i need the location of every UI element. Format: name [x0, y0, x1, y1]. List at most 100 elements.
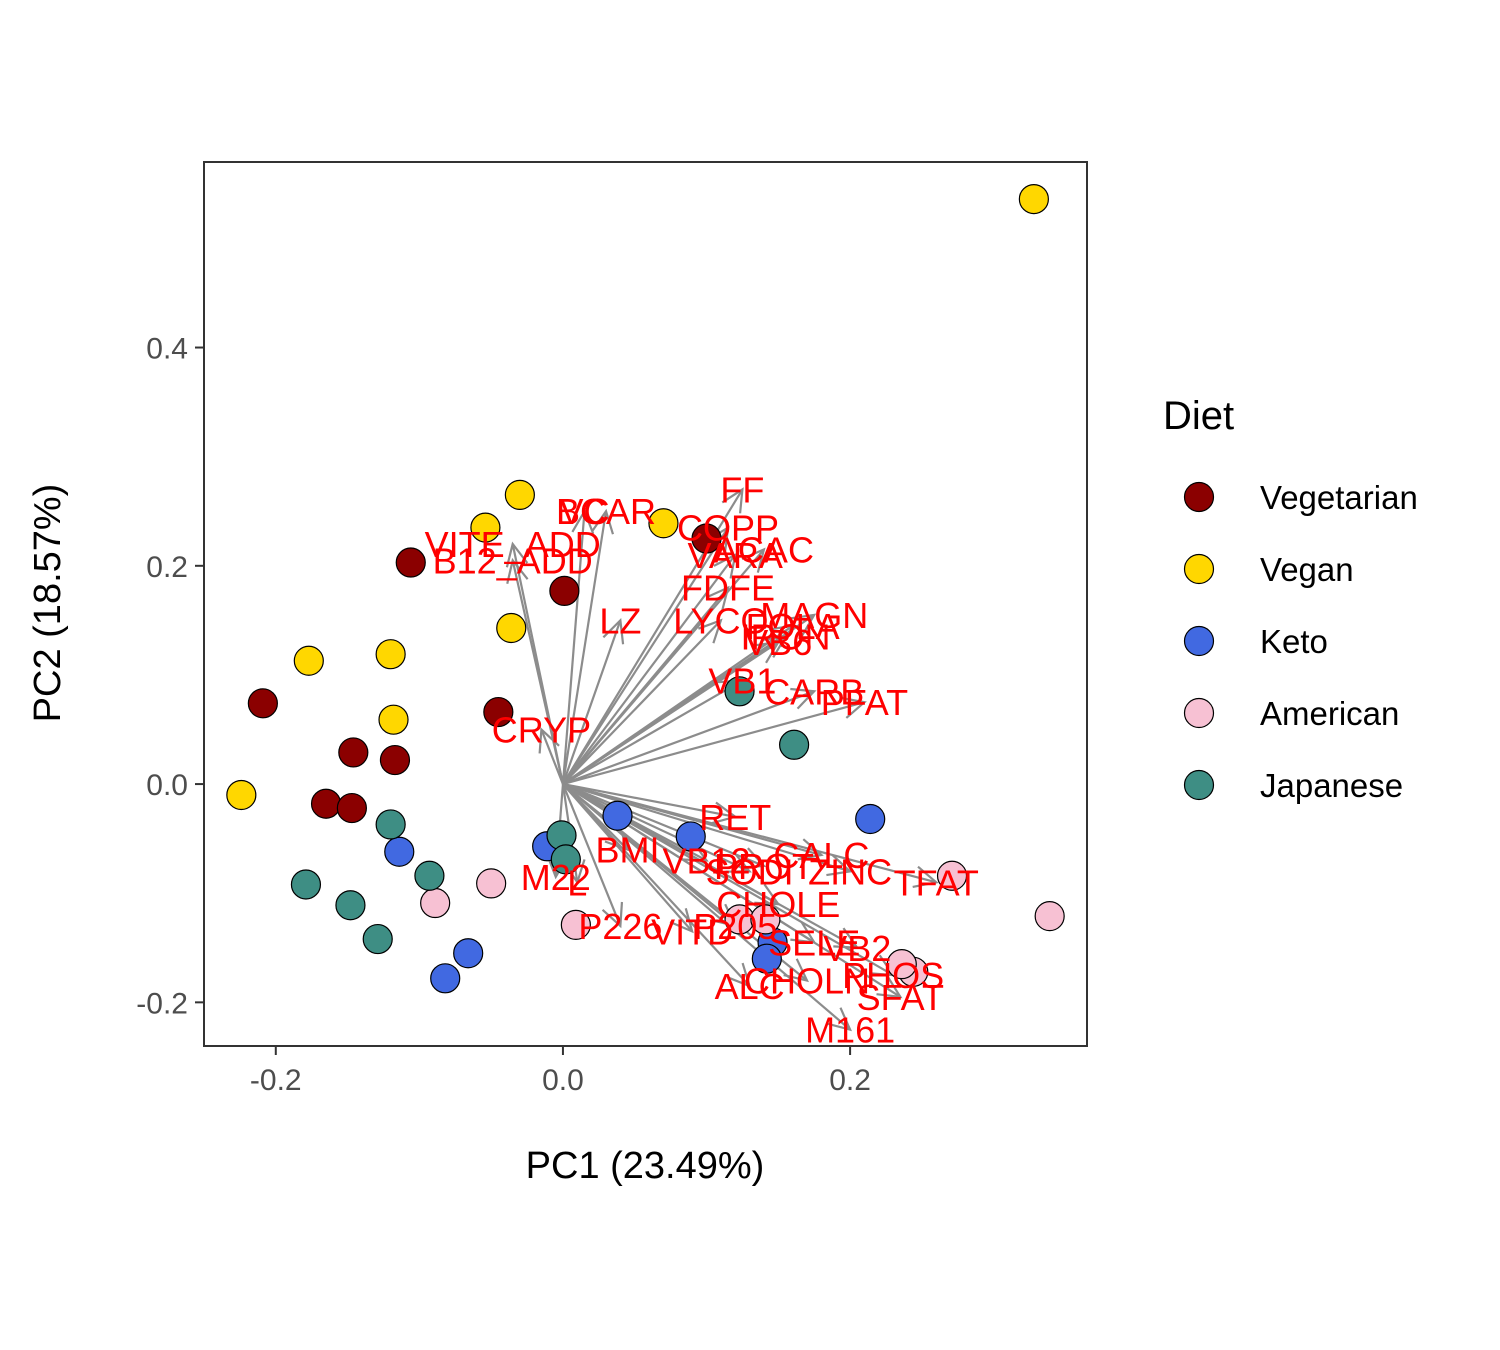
data-point-vegetarian	[338, 737, 369, 768]
loading-label: BCAR	[556, 491, 656, 532]
data-point-keto	[855, 803, 886, 835]
legend-label-vegetarian: Vegetarian	[1260, 479, 1418, 516]
plot-panel-border	[203, 161, 1088, 1047]
loading-arrow	[562, 640, 781, 785]
data-point-vegan	[496, 612, 527, 644]
data-point-vegan	[470, 512, 501, 543]
loading-label: RET	[699, 797, 771, 838]
loading-label: PFAT	[821, 682, 908, 723]
loading-label: BMI	[596, 830, 660, 871]
loading-arrow	[562, 782, 738, 825]
loading-label: CHOLE	[716, 884, 840, 925]
data-point-keto	[430, 963, 461, 994]
data-point-vegetarian	[483, 696, 514, 728]
data-point-vegetarian	[549, 575, 580, 607]
loading-label: ZINC	[808, 851, 892, 892]
loading-arrow	[538, 727, 564, 785]
x-axis-title: PC1 (23.49%)	[526, 1145, 765, 1187]
loading-label: L	[567, 862, 587, 903]
loading-label: VB12	[662, 840, 750, 881]
data-point-keto	[751, 943, 782, 974]
loading-label: FF	[720, 469, 764, 510]
data-point-vegan	[378, 704, 409, 735]
loading-arrow	[562, 783, 853, 877]
data-point-american	[420, 887, 451, 919]
loading-label: PHOS	[842, 955, 944, 996]
loading-label: PROT	[714, 846, 814, 887]
x-tick-label: 0.2	[829, 1064, 871, 1097]
loading-label: SODI	[706, 851, 794, 892]
legend-label-keto: Keto	[1260, 623, 1328, 660]
loading-arrow	[561, 508, 615, 785]
loading-label: VB1	[708, 660, 776, 701]
data-point-japanese	[290, 869, 322, 900]
loading-label: LZ	[599, 600, 641, 641]
data-point-keto	[675, 821, 706, 852]
loading-label: FDFE	[681, 568, 775, 609]
loading-label: P226	[578, 906, 662, 947]
loading-label: M22	[521, 857, 591, 898]
loading-label: TFAT	[894, 862, 979, 903]
loading-label: ACAC	[714, 529, 814, 570]
loading-arrow	[561, 617, 625, 785]
loading-label: M161	[805, 1010, 895, 1051]
y-tick-label: -0.2	[136, 987, 188, 1020]
data-point-vegetarian	[336, 792, 367, 824]
loading-label: CARB	[764, 671, 864, 712]
legend: Diet Vegetarian Vegan Keto American Japanese	[1163, 394, 1418, 804]
loading-label: B12_ADD	[433, 540, 593, 581]
loading-arrow	[562, 552, 737, 785]
data-point-japanese	[550, 844, 581, 875]
y-tick-label: 0.2	[146, 551, 188, 584]
loading-label: CALC	[773, 835, 869, 876]
legend-key-japanese	[1183, 769, 1215, 801]
legend-label-vegan: Vegan	[1260, 551, 1354, 588]
loading-arrow	[562, 618, 723, 785]
loading-label: CHOLN	[744, 961, 870, 1002]
legend-key-keto	[1183, 625, 1215, 657]
data-points	[226, 184, 1065, 994]
loading-arrow	[561, 783, 624, 929]
legend-label-japanese: Japanese	[1260, 767, 1403, 804]
data-point-vegan	[648, 508, 679, 539]
legend-key-american	[1183, 697, 1215, 729]
data-point-japanese	[414, 860, 445, 891]
data-point-japanese	[724, 676, 755, 707]
loading-label: VITD	[651, 911, 733, 952]
data-point-japanese	[375, 809, 406, 840]
loading-arrow	[561, 508, 595, 785]
data-point-vegan	[293, 645, 324, 676]
loading-label: VITE_ADD	[425, 524, 601, 565]
loading-label: VC	[559, 491, 609, 532]
loading-label: FOLA	[746, 606, 840, 647]
loading-label: LYCO	[673, 600, 768, 641]
data-point-american	[750, 904, 781, 935]
data-point-japanese	[335, 890, 366, 921]
loading-arrow	[562, 783, 752, 988]
loading-label: VB6	[744, 622, 812, 663]
legend-key-vegetarian	[1183, 481, 1215, 513]
data-point-vegetarian	[691, 523, 722, 554]
data-point-keto	[602, 800, 633, 831]
data-point-vegetarian	[310, 788, 342, 819]
data-point-american	[886, 949, 917, 980]
data-point-japanese	[362, 923, 393, 955]
axes: -0.2 0.0 0.2 -0.2 0.0 0.2 0.4	[136, 333, 871, 1097]
y-axis-title: PC2 (18.57%)	[27, 484, 69, 723]
loading-label: IRON	[740, 617, 830, 658]
data-point-vegan	[226, 779, 257, 811]
data-point-vegan	[504, 479, 535, 510]
loading-label: VB2	[823, 928, 891, 969]
data-point-vegetarian	[247, 688, 278, 719]
data-point-japanese	[779, 729, 810, 760]
loading-label: CRYP	[492, 710, 591, 751]
loading-arrow	[562, 585, 730, 785]
data-point-american	[560, 909, 591, 940]
loading-arrow	[562, 687, 817, 786]
data-point-american	[1034, 901, 1065, 932]
x-tick-label: -0.2	[250, 1064, 302, 1097]
loading-arrow	[562, 783, 939, 888]
data-point-vegetarian	[395, 547, 426, 578]
